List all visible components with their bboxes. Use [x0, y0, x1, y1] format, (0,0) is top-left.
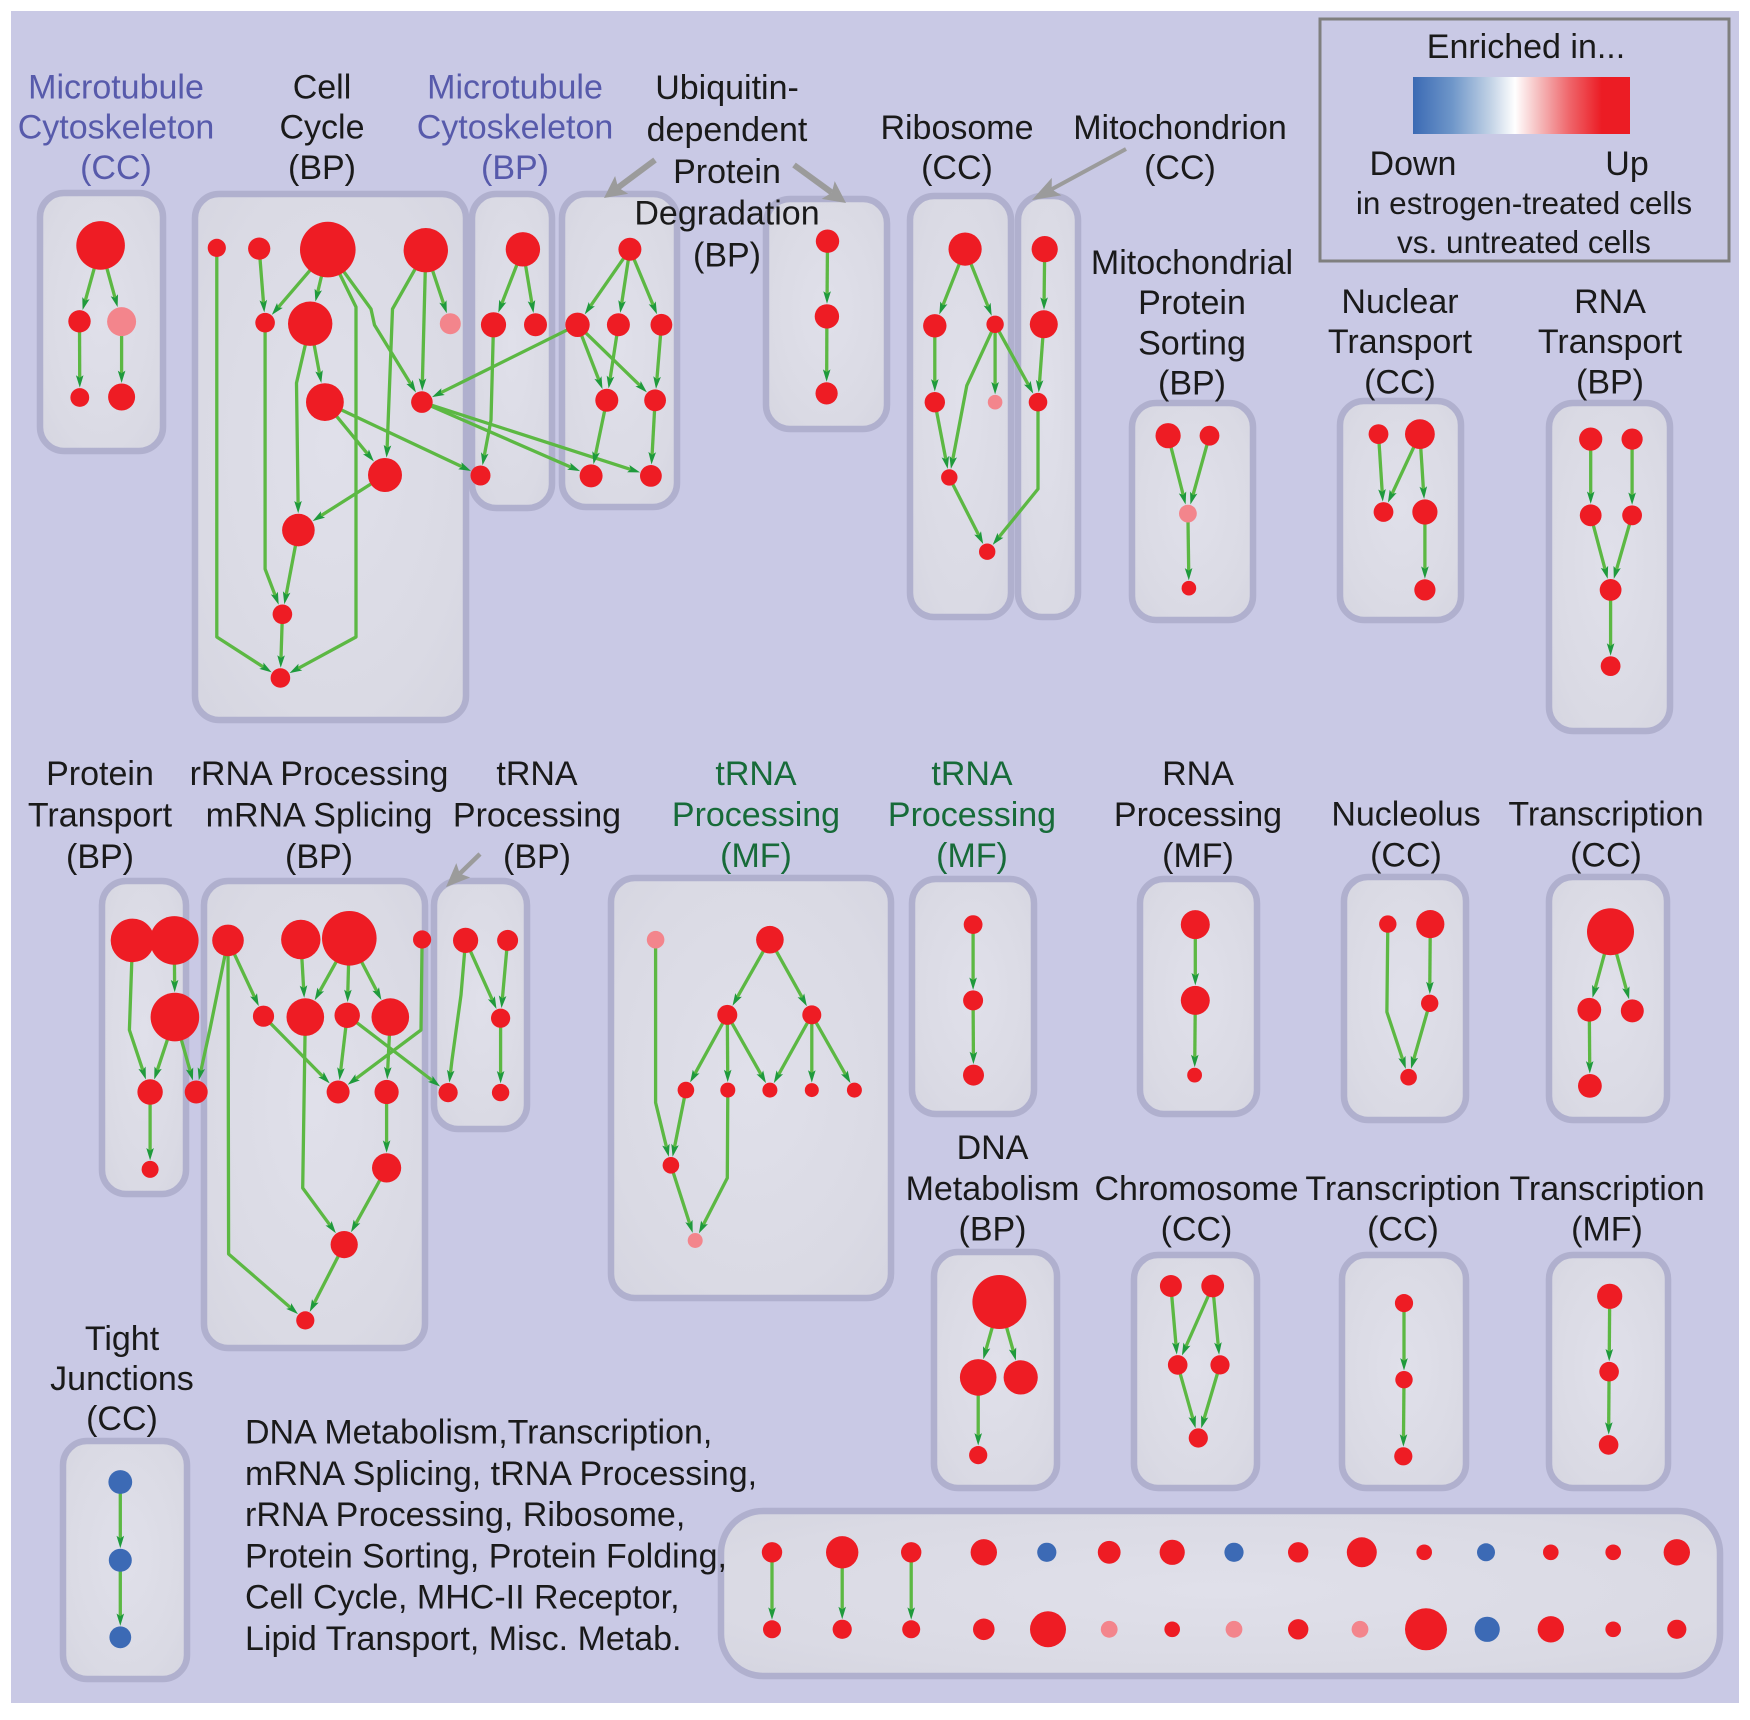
svg-text:Enriched in...: Enriched in... — [1427, 28, 1625, 66]
svg-text:(BP): (BP) — [503, 838, 571, 876]
svg-text:Cytoskeleton: Cytoskeleton — [417, 109, 614, 147]
svg-text:Transcription: Transcription — [1305, 1170, 1500, 1208]
svg-text:Up: Up — [1605, 145, 1648, 183]
svg-text:dependent: dependent — [647, 111, 808, 149]
svg-text:Transcription: Transcription — [1508, 796, 1703, 834]
svg-text:RNA: RNA — [1162, 755, 1234, 793]
svg-text:Mitochondrial: Mitochondrial — [1091, 244, 1293, 282]
svg-text:Processing: Processing — [672, 796, 840, 834]
svg-text:Cytoskeleton: Cytoskeleton — [18, 109, 215, 147]
svg-text:Cell Cycle, MHC-II Receptor,: Cell Cycle, MHC-II Receptor, — [245, 1579, 680, 1617]
svg-text:(CC): (CC) — [1367, 1211, 1439, 1249]
svg-text:Chromosome: Chromosome — [1094, 1170, 1298, 1208]
svg-text:vs. untreated cells: vs. untreated cells — [1397, 224, 1651, 260]
svg-text:rRNA Processing, Ribosome,: rRNA Processing, Ribosome, — [245, 1496, 685, 1534]
svg-text:(CC): (CC) — [1161, 1211, 1233, 1249]
svg-text:(BP): (BP) — [1158, 365, 1226, 403]
svg-text:(CC): (CC) — [1370, 837, 1442, 875]
svg-text:Lipid Transport, Misc. Metab.: Lipid Transport, Misc. Metab. — [245, 1620, 682, 1658]
svg-text:Processing: Processing — [888, 796, 1056, 834]
svg-text:Protein: Protein — [1138, 284, 1246, 322]
svg-text:Ubiquitin-: Ubiquitin- — [655, 69, 799, 107]
svg-text:Processing: Processing — [1114, 796, 1282, 834]
svg-text:(CC): (CC) — [1570, 837, 1642, 875]
svg-text:Microtubule: Microtubule — [427, 69, 603, 107]
svg-text:Transport: Transport — [1328, 323, 1473, 361]
svg-text:Protein: Protein — [673, 153, 781, 191]
svg-text:Protein: Protein — [46, 755, 154, 793]
svg-text:Transport: Transport — [28, 797, 173, 835]
svg-text:Tight: Tight — [85, 1320, 160, 1358]
svg-text:Microtubule: Microtubule — [28, 69, 204, 107]
svg-text:(CC): (CC) — [80, 149, 152, 187]
svg-text:tRNA: tRNA — [496, 755, 578, 793]
svg-text:Ribosome: Ribosome — [880, 109, 1033, 147]
svg-text:DNA Metabolism,Transcription,: DNA Metabolism,Transcription, — [245, 1414, 712, 1452]
svg-text:Transcription: Transcription — [1509, 1170, 1704, 1208]
svg-text:Cell: Cell — [293, 69, 352, 107]
svg-text:(CC): (CC) — [1364, 363, 1436, 401]
svg-text:Degradation: Degradation — [634, 195, 819, 233]
svg-text:mRNA Splicing, tRNA Processing: mRNA Splicing, tRNA Processing, — [245, 1455, 757, 1493]
svg-text:tRNA: tRNA — [715, 755, 797, 793]
svg-text:Processing: Processing — [453, 797, 621, 835]
svg-text:(CC): (CC) — [921, 149, 993, 187]
svg-text:(BP): (BP) — [66, 838, 134, 876]
svg-text:Junctions: Junctions — [50, 1360, 194, 1398]
svg-text:Nuclear: Nuclear — [1341, 283, 1458, 321]
svg-text:rRNA Processing: rRNA Processing — [190, 755, 449, 793]
svg-text:in estrogen-treated cells: in estrogen-treated cells — [1356, 185, 1692, 221]
svg-text:(BP): (BP) — [285, 838, 353, 876]
svg-text:Metabolism: Metabolism — [906, 1170, 1080, 1208]
svg-text:(BP): (BP) — [1576, 363, 1644, 401]
svg-text:mRNA Splicing: mRNA Splicing — [206, 797, 433, 835]
svg-text:(MF): (MF) — [1162, 837, 1234, 875]
svg-text:(BP): (BP) — [288, 149, 356, 187]
svg-text:(CC): (CC) — [1144, 149, 1216, 187]
svg-text:(MF): (MF) — [1571, 1211, 1643, 1249]
svg-text:Down: Down — [1370, 145, 1457, 183]
svg-text:(MF): (MF) — [936, 837, 1008, 875]
svg-text:(BP): (BP) — [693, 237, 761, 275]
svg-text:Nucleolus: Nucleolus — [1331, 796, 1480, 834]
svg-text:Protein Sorting, Protein Foldi: Protein Sorting, Protein Folding, — [245, 1537, 727, 1575]
svg-text:(BP): (BP) — [481, 149, 549, 187]
svg-text:DNA: DNA — [957, 1129, 1029, 1167]
svg-text:(CC): (CC) — [86, 1400, 158, 1438]
svg-text:RNA: RNA — [1574, 283, 1646, 321]
svg-text:Mitochondrion: Mitochondrion — [1073, 109, 1287, 147]
svg-text:tRNA: tRNA — [931, 755, 1013, 793]
svg-text:Cycle: Cycle — [279, 109, 364, 147]
svg-text:(MF): (MF) — [720, 837, 792, 875]
svg-text:(BP): (BP) — [959, 1211, 1027, 1249]
svg-text:Sorting: Sorting — [1138, 324, 1246, 362]
svg-text:Transport: Transport — [1538, 323, 1683, 361]
